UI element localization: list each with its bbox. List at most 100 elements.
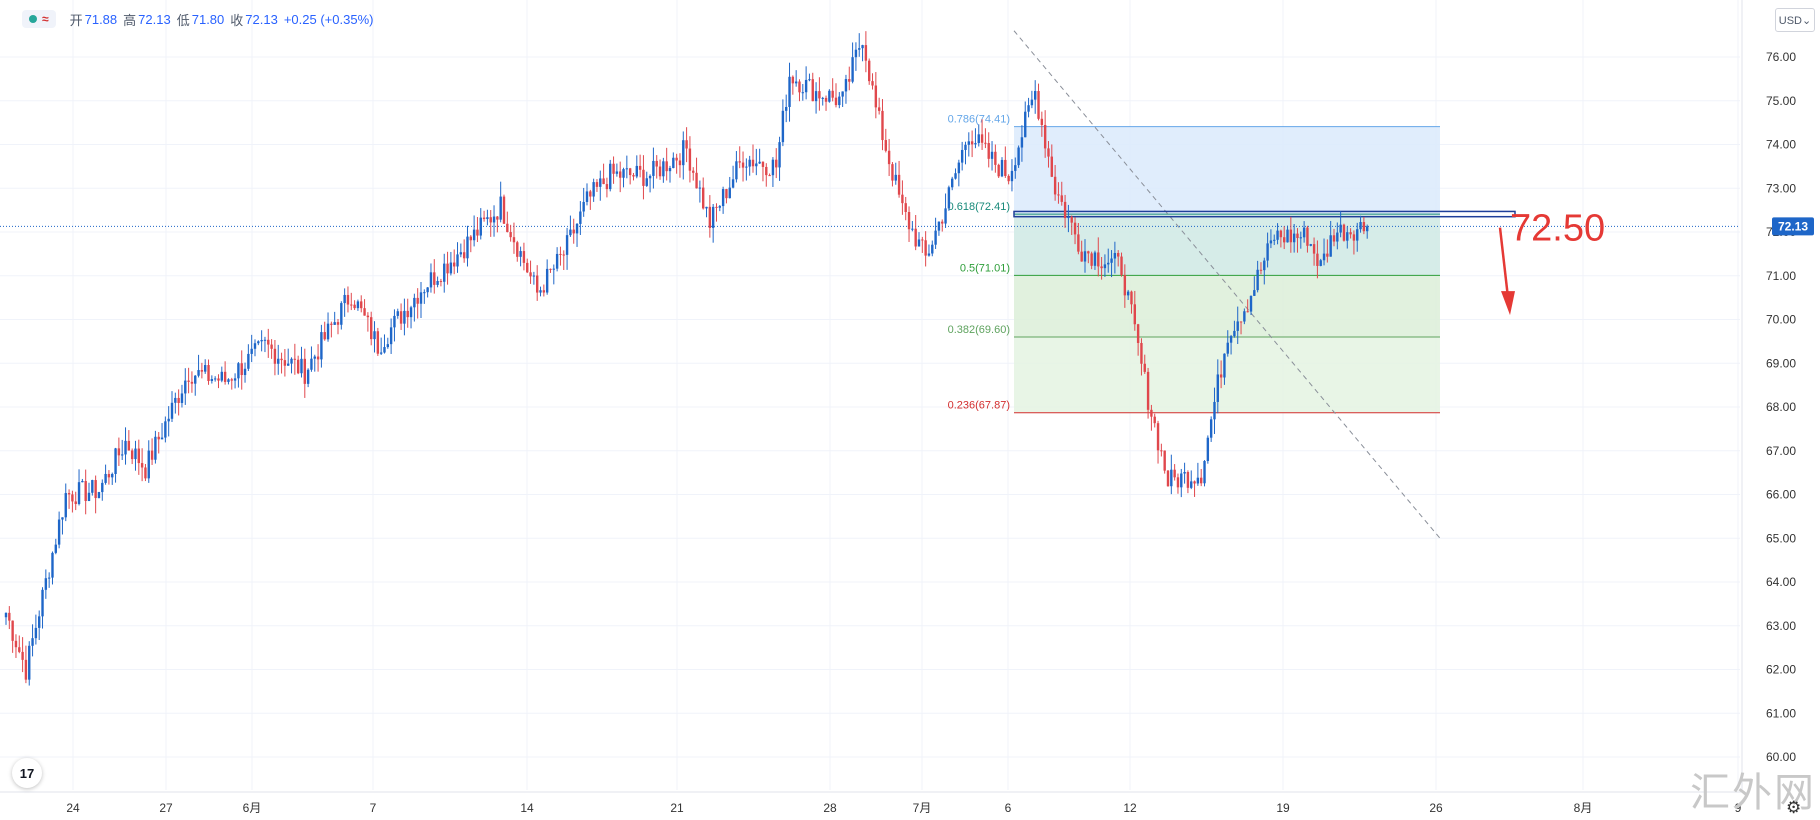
candle-body (1296, 233, 1299, 239)
candle (446, 251, 449, 285)
candle-body (1326, 253, 1329, 257)
candle-body (469, 236, 472, 241)
y-tick-label: 60.00 (1766, 750, 1796, 764)
candle-body (1070, 216, 1073, 223)
tradingview-logo-icon[interactable]: 17 (12, 758, 42, 788)
candle-body (887, 150, 891, 165)
candle-body (303, 358, 306, 384)
candle (1203, 460, 1206, 487)
price-axis-bg (1742, 0, 1820, 790)
symbol-pill[interactable]: ≈ (22, 10, 56, 28)
candle (738, 146, 741, 169)
candle-body (313, 356, 316, 359)
candle (526, 258, 529, 274)
candle (758, 148, 761, 164)
candle-body (778, 142, 781, 168)
candle (486, 209, 489, 226)
candle (443, 253, 446, 293)
candle (210, 375, 214, 384)
candle (871, 73, 874, 90)
candle-body (1306, 227, 1309, 246)
open-value: 71.88 (84, 11, 118, 27)
candle (1166, 470, 1170, 487)
candle-body (901, 194, 904, 204)
candle (187, 367, 190, 394)
candle (987, 132, 990, 168)
candle (642, 155, 645, 200)
candle (1219, 360, 1223, 389)
candle-body (1050, 156, 1053, 177)
candle-body (356, 301, 360, 309)
candle (1329, 220, 1332, 257)
candle-body (1040, 118, 1044, 125)
candle (1027, 97, 1030, 118)
candle-body (755, 163, 758, 167)
candle (333, 311, 336, 325)
candle (370, 311, 373, 346)
candle-body (293, 358, 297, 360)
candle-body (1329, 235, 1332, 257)
candle-body (1286, 229, 1289, 243)
candle (725, 188, 728, 204)
candle-body (373, 331, 376, 340)
candle-body (1292, 233, 1296, 243)
candle (549, 268, 552, 273)
candle (675, 153, 678, 174)
candle-body (791, 76, 795, 84)
candle (1289, 216, 1293, 253)
candle (721, 186, 725, 214)
candle (326, 312, 330, 342)
candle (177, 389, 180, 416)
candle-body (512, 237, 516, 243)
candle-body (897, 174, 901, 195)
candle-body (247, 353, 250, 369)
candle (532, 271, 536, 285)
candle (536, 265, 539, 301)
candle (941, 219, 944, 232)
candle (801, 83, 804, 101)
candle (1302, 221, 1306, 243)
candle-body (692, 170, 695, 173)
candle (861, 44, 864, 62)
candle-body (273, 348, 277, 364)
candle (967, 132, 970, 157)
x-tick-label: 7 (370, 801, 377, 815)
y-tick-label: 70.00 (1766, 313, 1796, 327)
candle-body (462, 252, 466, 259)
candle-body (253, 343, 257, 349)
candle-body (678, 160, 682, 166)
candle-body (1170, 469, 1173, 487)
y-tick-label: 75.00 (1766, 94, 1796, 108)
candle-body (861, 45, 864, 49)
candle-body (589, 191, 592, 197)
candle (453, 249, 456, 275)
candle (4, 612, 8, 625)
candle-body (1176, 477, 1180, 488)
candle-body (1027, 105, 1030, 112)
candle-body (1332, 235, 1336, 242)
candle (330, 321, 333, 338)
candle (28, 641, 31, 686)
candle-body (127, 440, 131, 451)
candle-body (1123, 275, 1127, 296)
candle-body (257, 341, 260, 344)
settings-gear-icon[interactable]: ⚙ (1786, 798, 1802, 817)
candle (569, 215, 572, 237)
candle-body (386, 344, 389, 348)
candle (459, 243, 463, 258)
candle-body (848, 79, 851, 82)
candle-body (121, 454, 124, 456)
candle (907, 206, 911, 242)
candle (1083, 239, 1087, 273)
time-axis: 24 27 6月 7 14 21 28 7月 6 12 19 26 8月 9 (0, 791, 1742, 815)
candle (233, 373, 237, 389)
candle (61, 517, 64, 535)
candle-body (283, 360, 287, 366)
currency-selector-button[interactable]: USD⌄ (1775, 8, 1815, 32)
candle (1206, 435, 1210, 464)
candle (223, 361, 227, 385)
candle-body (47, 577, 51, 579)
candle-body (1153, 416, 1156, 424)
candle-body (330, 323, 333, 325)
